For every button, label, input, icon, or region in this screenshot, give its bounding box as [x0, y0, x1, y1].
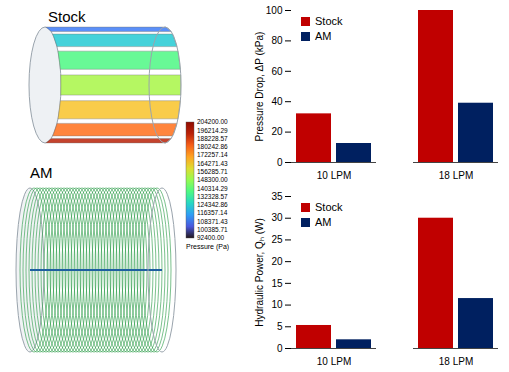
html-text:Stock: Stock: [315, 201, 343, 213]
svg-text:92400.00: 92400.00: [197, 234, 224, 241]
svg-text:10: 10: [271, 299, 283, 310]
svg-text:140314.29: 140314.29: [197, 185, 228, 192]
svg-text:132328.57: 132328.57: [197, 193, 228, 200]
svg-text:Pressure (Pa): Pressure (Pa): [186, 243, 229, 251]
svg-text:196214.29: 196214.29: [197, 127, 228, 134]
svg-text:40: 40: [271, 96, 283, 107]
svg-text:172257.14: 172257.14: [197, 151, 228, 158]
svg-text:Pressure Drop, ΔP (kPa): Pressure Drop, ΔP (kPa): [254, 32, 265, 142]
svg-text:0: 0: [277, 343, 283, 354]
svg-text:20: 20: [271, 126, 283, 137]
svg-text:Stock: Stock: [48, 8, 86, 25]
svg-text:60: 60: [271, 66, 283, 77]
svg-text:164271.43: 164271.43: [197, 160, 228, 167]
svg-text:15: 15: [271, 278, 283, 289]
svg-text:80: 80: [271, 35, 283, 46]
svg-text:18 LPM: 18 LPM: [439, 170, 473, 181]
svg-text:116357.14: 116357.14: [197, 209, 228, 216]
svg-text:100385.71: 100385.71: [197, 226, 228, 233]
html-text:AM: AM: [315, 216, 332, 228]
svg-text:35: 35: [271, 191, 283, 202]
svg-text:18 LPM: 18 LPM: [439, 356, 473, 367]
svg-text:108371.43: 108371.43: [197, 218, 228, 225]
svg-text:156285.71: 156285.71: [197, 168, 228, 175]
svg-text:10 LPM: 10 LPM: [317, 356, 351, 367]
svg-text:100: 100: [266, 5, 283, 16]
svg-text:180242.86: 180242.86: [197, 143, 228, 150]
svg-text:124342.86: 124342.86: [197, 201, 228, 208]
svg-text:188228.57: 188228.57: [197, 135, 228, 142]
html-text:Stock: Stock: [315, 15, 343, 27]
svg-text:25: 25: [271, 234, 283, 245]
svg-text:204200.00: 204200.00: [197, 118, 228, 125]
svg-text:10 LPM: 10 LPM: [317, 170, 351, 181]
svg-text:5: 5: [277, 321, 283, 332]
svg-text:AM: AM: [30, 164, 53, 181]
svg-text:20: 20: [271, 256, 283, 267]
html-text:AM: AM: [315, 30, 332, 42]
svg-text:148300.00: 148300.00: [197, 176, 228, 183]
svg-text:Hydraulic Power, Qₕ (W): Hydraulic Power, Qₕ (W): [254, 218, 265, 326]
svg-text:0: 0: [277, 157, 283, 168]
svg-text:30: 30: [271, 212, 283, 223]
